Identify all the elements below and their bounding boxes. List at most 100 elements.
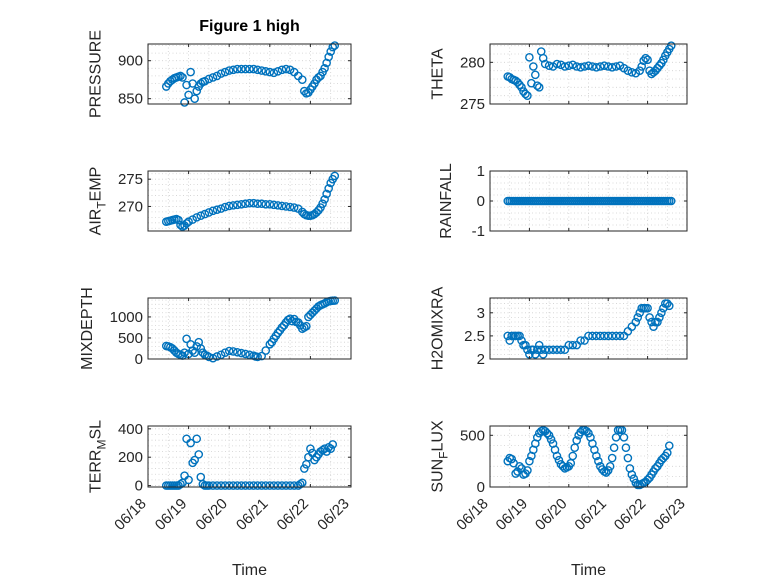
pressure-point <box>297 75 307 84</box>
terr-msl-point <box>194 450 204 459</box>
mixdepth-point <box>224 346 234 356</box>
theta-point <box>627 68 637 77</box>
sun-flux-point <box>511 469 520 478</box>
sun-flux-frame <box>489 425 688 488</box>
air-temp-point <box>265 199 275 209</box>
sun-flux-point <box>544 431 554 440</box>
theta-point <box>544 61 554 70</box>
air-temp-ylabel-main: AIR <box>88 209 105 236</box>
air-temp-point <box>212 205 222 215</box>
air-temp-point <box>253 199 262 209</box>
theta-point <box>517 83 526 92</box>
mixdepth-ytick-label: 0 <box>135 351 143 368</box>
terr-msl-axes: 0 200 400 06/18 06/19 06/20 06/21 06/22 06/23 Tim… <box>88 420 353 579</box>
sun-flux-xtick-label: 06/22 <box>611 495 650 534</box>
pressure-point <box>320 64 329 73</box>
sun-flux-point <box>664 441 674 450</box>
air-temp-point <box>228 201 238 210</box>
terr-msl-point <box>300 464 309 473</box>
h2omixra-point <box>515 331 524 341</box>
theta-point <box>592 63 601 72</box>
rainfall-ytick-label: 0 <box>477 193 485 210</box>
terr-msl-point <box>233 481 242 490</box>
mixdepth-ytick-label: 500 <box>118 330 143 347</box>
pressure-point <box>184 90 193 100</box>
air-temp-point <box>273 201 283 210</box>
terr-msl-point <box>257 481 266 490</box>
terr-msl-point <box>277 481 287 490</box>
sun-flux-ytick-label: 500 <box>460 427 485 444</box>
theta-point <box>556 60 566 70</box>
mixdepth-point <box>257 351 266 361</box>
mixdepth-point <box>233 347 242 357</box>
air-temp-point <box>261 199 271 209</box>
air-temp-point <box>182 219 191 228</box>
terr-msl-xtick-label: 06/18 <box>111 495 150 534</box>
sun-flux-point <box>525 456 534 466</box>
terr-msl-point <box>216 481 226 490</box>
sun-flux-ylabel-sub: F <box>437 452 451 459</box>
terr-msl-xtick-label: 06/21 <box>233 495 272 534</box>
mixdepth-ytick-label: 1000 <box>110 309 143 326</box>
mixdepth-point <box>216 350 226 360</box>
theta-point <box>643 55 652 65</box>
terr-msl-point <box>265 481 275 490</box>
terr-msl-xlabel: Time <box>232 562 267 579</box>
sun-flux-axes: 0 500 06/18 06/19 06/20 06/21 06/22 06/23 Time SU… <box>430 420 689 579</box>
terr-msl-point <box>297 478 307 488</box>
sun-flux-point <box>532 433 542 442</box>
pressure-point <box>324 52 333 62</box>
sun-flux-point <box>552 451 562 461</box>
air-temp-point <box>176 220 185 230</box>
air-temp-point <box>200 209 210 219</box>
h2omixra-ytick-label: 2.5 <box>464 328 485 345</box>
pressure-point <box>182 80 191 90</box>
h2omixra-point <box>645 313 654 322</box>
mixdepth-point <box>273 328 283 338</box>
mixdepth-point <box>237 348 246 358</box>
theta-point <box>666 41 676 50</box>
mixdepth-point <box>182 334 191 344</box>
h2omixra-point <box>631 317 641 327</box>
terr-msl-point <box>285 481 295 490</box>
sun-flux-point <box>629 474 639 484</box>
terr-msl-point <box>190 455 199 465</box>
theta-point <box>540 59 550 69</box>
air-temp-point <box>257 199 266 209</box>
theta-point <box>521 89 530 99</box>
h2omixra-point <box>521 340 530 350</box>
mixdepth-point <box>330 296 340 305</box>
sun-flux-ytick-label: 0 <box>477 479 485 496</box>
terr-msl-point <box>192 434 202 444</box>
pressure-point <box>190 94 199 103</box>
air-temp-point <box>285 202 295 212</box>
pressure-point <box>192 86 202 96</box>
terr-msl-point <box>328 440 338 449</box>
air-temp-point <box>269 200 279 210</box>
theta-point <box>552 59 562 69</box>
mixdepth-axes: 0 500 1000 MIXDEPTH <box>79 287 352 370</box>
h2omixra-ylabel: H2OMIXRA <box>430 286 447 370</box>
air-temp-point <box>241 199 250 209</box>
air-temp-point <box>184 217 193 227</box>
sun-flux-ylabel-main: SUN <box>430 459 447 493</box>
terr-msl-point <box>306 444 315 453</box>
h2omixra-point <box>647 317 656 327</box>
mixdepth-frame <box>147 297 352 360</box>
terr-msl-ylabel-main: TERR <box>88 450 105 494</box>
rainfall-ytick-label: 1 <box>477 163 485 180</box>
terr-msl-point <box>295 479 305 489</box>
mixdepth-point <box>192 342 202 351</box>
pressure-point <box>314 73 323 82</box>
theta-point <box>532 81 542 90</box>
terr-msl-point <box>245 481 254 490</box>
terr-msl-xtick-label: 06/19 <box>152 495 191 534</box>
air-temp-point <box>245 198 254 208</box>
pressure-point <box>328 42 338 52</box>
pressure-point <box>228 65 238 75</box>
terr-msl-point <box>212 481 222 490</box>
terr-msl-ytick-label: 200 <box>118 449 143 466</box>
mixdepth-point <box>241 349 250 359</box>
pressure-point <box>249 64 258 74</box>
sun-flux-ylabel: SUNFLUX <box>430 420 451 493</box>
